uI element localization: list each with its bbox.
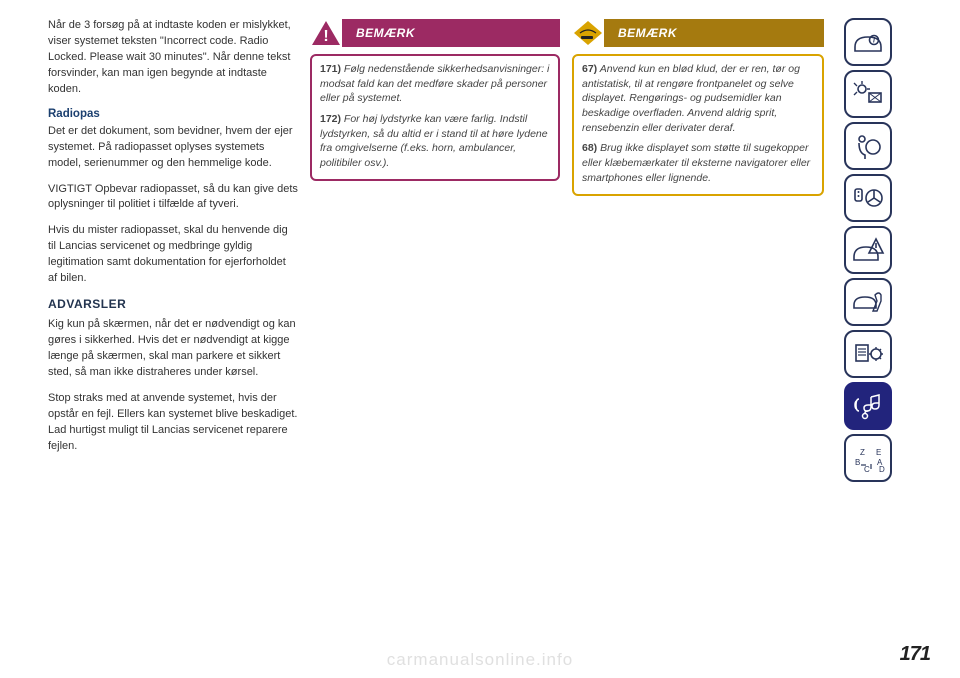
paragraph: VIGTIGT Opbevar radiopasset, så du kan g… bbox=[48, 182, 298, 214]
notice-item: 67) Anvend kun en blød klud, der er ren,… bbox=[582, 62, 814, 135]
subheading-radiopas: Radiopas bbox=[48, 108, 298, 120]
section-lights-icon[interactable] bbox=[844, 70, 892, 118]
notice-text: Brug ikke displayet som støtte til sugek… bbox=[582, 142, 810, 183]
caution-diamond-icon bbox=[572, 19, 604, 47]
svg-text:E: E bbox=[876, 448, 881, 457]
notice-item: 68) Brug ikke displayet som støtte til s… bbox=[582, 141, 814, 185]
svg-text:!: ! bbox=[323, 28, 328, 45]
notice-banner-warning: ! BEMÆRK bbox=[310, 18, 560, 48]
column-2: ! BEMÆRK 171) Følg nedenstående sikkerhe… bbox=[310, 18, 560, 482]
page-columns: Når de 3 forsøg på at indtaste koden er … bbox=[0, 0, 960, 482]
section-sidebar: i ZEBACD bbox=[836, 18, 894, 482]
notice-text: For høj lydstyrke kan være farlig. Indst… bbox=[320, 113, 548, 169]
notice-banner-caution: BEMÆRK bbox=[572, 18, 824, 48]
paragraph: Kig kun på skærmen, når det er nødvendig… bbox=[48, 317, 298, 381]
notice-number: 171) bbox=[320, 63, 341, 75]
section-info-icon[interactable]: i bbox=[844, 18, 892, 66]
column-1: Når de 3 forsøg på at indtaste koden er … bbox=[48, 18, 298, 482]
section-specs-icon[interactable] bbox=[844, 330, 892, 378]
svg-text:Z: Z bbox=[860, 448, 865, 457]
subheading-advarsler: ADVARSLER bbox=[48, 297, 298, 311]
column-3: BEMÆRK 67) Anvend kun en blød klud, der … bbox=[572, 18, 824, 482]
warning-triangle-icon: ! bbox=[310, 19, 342, 47]
notice-text: Følg nedenstående sikkerhedsanvisninger:… bbox=[320, 63, 549, 104]
notice-text: Anvend kun en blød klud, der er ren, tør… bbox=[582, 63, 800, 134]
banner-label: BEMÆRK bbox=[342, 19, 560, 47]
svg-text:B: B bbox=[855, 458, 860, 467]
notice-item: 172) For høj lydstyrke kan være farlig. … bbox=[320, 112, 550, 171]
watermark-text: carmanualsonline.info bbox=[387, 650, 573, 670]
paragraph: Når de 3 forsøg på at indtaste koden er … bbox=[48, 18, 298, 98]
notice-number: 67) bbox=[582, 63, 597, 75]
notice-box-warning: 171) Følg nedenstående sikkerhedsanvisni… bbox=[310, 54, 560, 181]
section-maintenance-icon[interactable] bbox=[844, 278, 892, 326]
paragraph: Stop straks med at anvende systemet, hvi… bbox=[48, 391, 298, 455]
paragraph: Hvis du mister radiopasset, skal du henv… bbox=[48, 223, 298, 287]
section-starting-icon[interactable] bbox=[844, 174, 892, 222]
svg-text:C: C bbox=[864, 465, 870, 474]
notice-number: 172) bbox=[320, 113, 341, 125]
page-number: 171 bbox=[900, 643, 930, 666]
notice-number: 68) bbox=[582, 142, 597, 154]
section-airbag-icon[interactable] bbox=[844, 122, 892, 170]
banner-label: BEMÆRK bbox=[604, 19, 824, 47]
notice-item: 171) Følg nedenstående sikkerhedsanvisni… bbox=[320, 62, 550, 106]
section-warning-icon[interactable] bbox=[844, 226, 892, 274]
svg-text:D: D bbox=[879, 465, 885, 474]
section-index-icon[interactable]: ZEBACD bbox=[844, 434, 892, 482]
section-multimedia-icon[interactable] bbox=[844, 382, 892, 430]
paragraph: Det er det dokument, som bevidner, hvem … bbox=[48, 124, 298, 172]
notice-box-caution: 67) Anvend kun en blød klud, der er ren,… bbox=[572, 54, 824, 196]
